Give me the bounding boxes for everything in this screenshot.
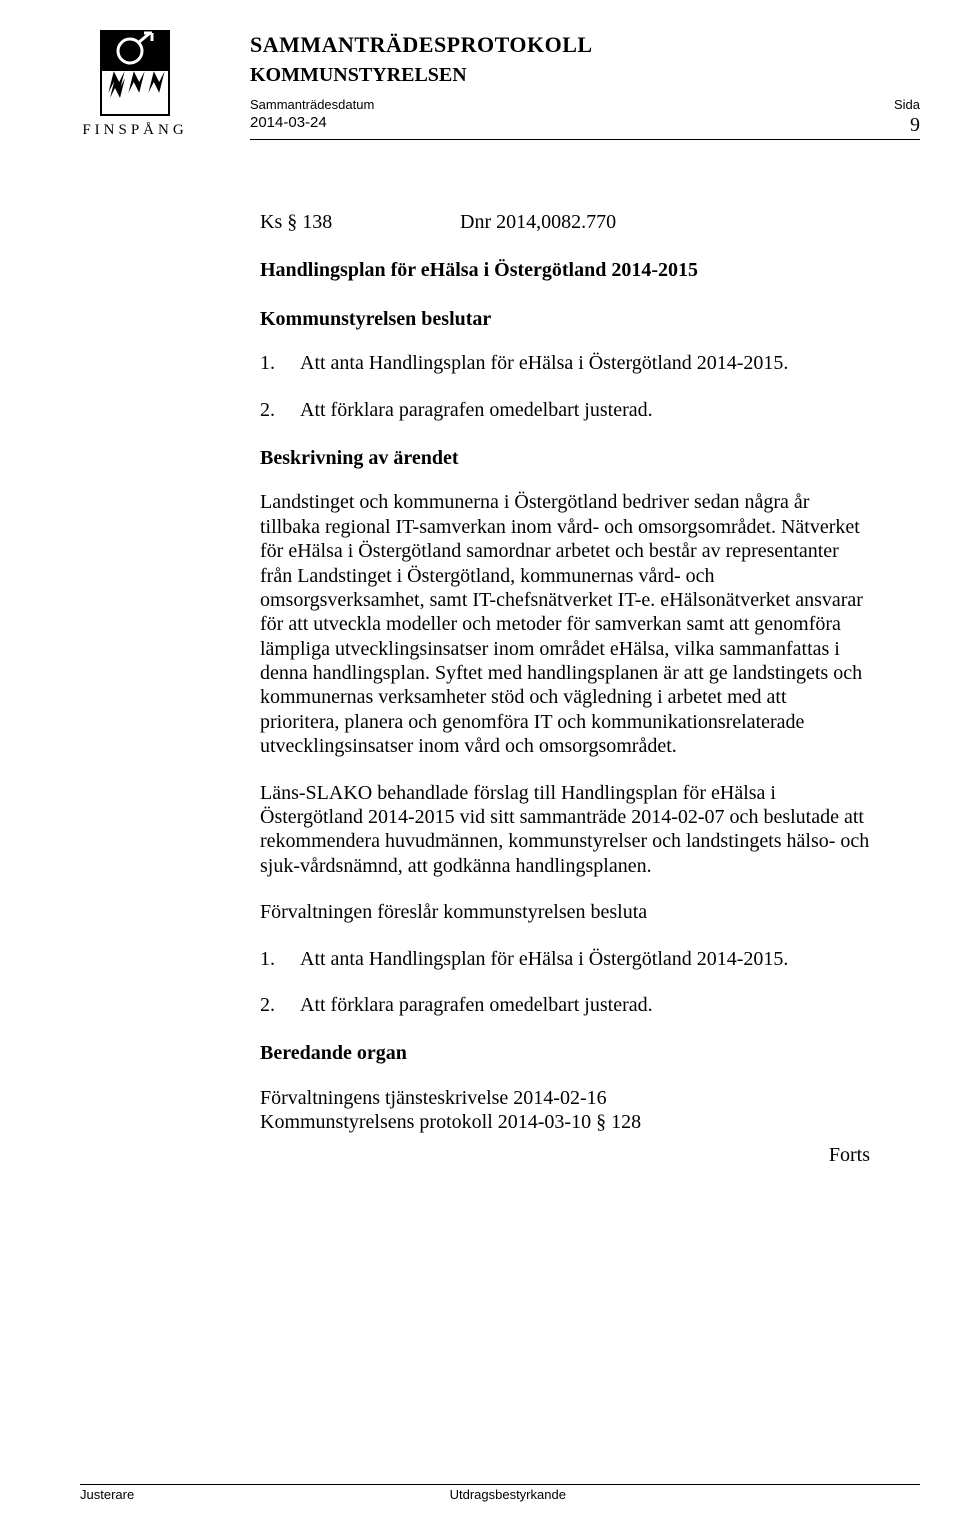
footer-right-label: Utdragsbestyrkande [450,1487,920,1502]
decision-heading: Kommunstyrelsen beslutar [260,307,870,331]
decision-text: Att anta Handlingsplan för eHälsa i Öste… [300,351,788,375]
decision-item: 1. Att anta Handlingsplan för eHälsa i Ö… [260,351,870,375]
document-header: FINSPÅNG SAMMANTRÄDESPROTOKOLL KOMMUNSTY… [80,30,920,140]
continued-label: Forts [260,1143,870,1167]
doc-type-title: SAMMANTRÄDESPROTOKOLL [250,32,920,58]
proposal-list: 1. Att anta Handlingsplan för eHälsa i Ö… [260,947,870,1018]
body-paragraph: Förvaltningen föreslår kommunstyrelsen b… [260,900,870,924]
document-body: Ks § 138 Dnr 2014,0082.770 Handlingsplan… [260,210,870,1167]
list-number: 2. [260,993,300,1017]
body-paragraph: Landstinget och kommunerna i Östergötlan… [260,490,870,758]
footer-row: Justerare Utdragsbestyrkande [80,1487,920,1502]
preparing-body-heading: Beredande organ [260,1041,870,1065]
page: FINSPÅNG SAMMANTRÄDESPROTOKOLL KOMMUNSTY… [0,0,960,1197]
list-number: 1. [260,947,300,971]
header-date-row: 2014-03-24 9 [250,114,920,137]
document-footer: Justerare Utdragsbestyrkande [80,1484,920,1502]
brand-name: FINSPÅNG [82,122,187,139]
prep-line: Förvaltningens tjänsteskrivelse 2014-02-… [260,1086,870,1110]
proposal-text: Att anta Handlingsplan för eHälsa i Öste… [300,947,788,971]
page-number: 9 [910,114,920,137]
list-number: 2. [260,398,300,422]
municipality-crest-icon [100,30,170,116]
body-paragraph: Läns-SLAKO behandlade förslag till Handl… [260,781,870,879]
footer-left-label: Justerare [80,1487,450,1502]
decision-item: 2. Att förklara paragrafen omedelbart ju… [260,398,870,422]
list-number: 1. [260,351,300,375]
proposal-text: Att förklara paragrafen omedelbart juste… [300,993,653,1017]
page-label: Sida [894,97,920,112]
proposal-item: 1. Att anta Handlingsplan för eHälsa i Ö… [260,947,870,971]
description-heading: Beskrivning av ärendet [260,446,870,470]
header-text-block: SAMMANTRÄDESPROTOKOLL KOMMUNSTYRELSEN Sa… [250,30,920,140]
doc-board-title: KOMMUNSTYRELSEN [250,64,920,87]
case-paragraph: Ks § 138 [260,210,460,234]
meeting-date-label: Sammanträdesdatum [250,97,374,112]
footer-divider [80,1484,920,1485]
proposal-item: 2. Att förklara paragrafen omedelbart ju… [260,993,870,1017]
brand-block: FINSPÅNG [80,30,190,139]
case-dnr: Dnr 2014,0082.770 [460,210,616,234]
prep-line: Kommunstyrelsens protokoll 2014-03-10 § … [260,1110,870,1134]
decision-list: 1. Att anta Handlingsplan för eHälsa i Ö… [260,351,870,422]
meeting-date-value: 2014-03-24 [250,114,327,137]
decision-text: Att förklara paragrafen omedelbart juste… [300,398,653,422]
case-title: Handlingsplan för eHälsa i Östergötland … [260,258,870,282]
header-meta-row: Sammanträdesdatum Sida [250,97,920,112]
case-reference-row: Ks § 138 Dnr 2014,0082.770 [260,210,870,234]
header-divider [250,139,920,140]
